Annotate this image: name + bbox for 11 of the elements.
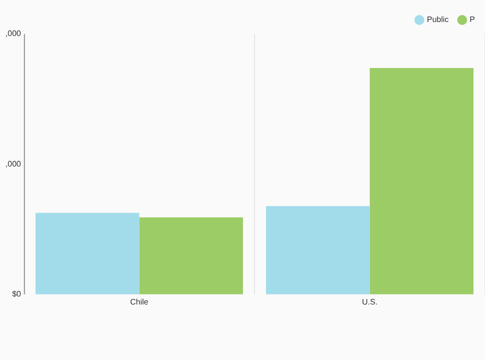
legend-label: Public	[426, 15, 449, 24]
bar	[36, 212, 140, 294]
text: ,000	[5, 159, 22, 168]
x-tick-label: U.S.	[362, 297, 378, 306]
bar	[139, 217, 243, 294]
text: $0	[12, 290, 22, 299]
bar	[266, 206, 370, 294]
x-tick-label: Chile	[130, 297, 149, 306]
legend-label: P	[470, 15, 476, 24]
text: ,000	[5, 29, 22, 38]
bar	[370, 68, 474, 294]
